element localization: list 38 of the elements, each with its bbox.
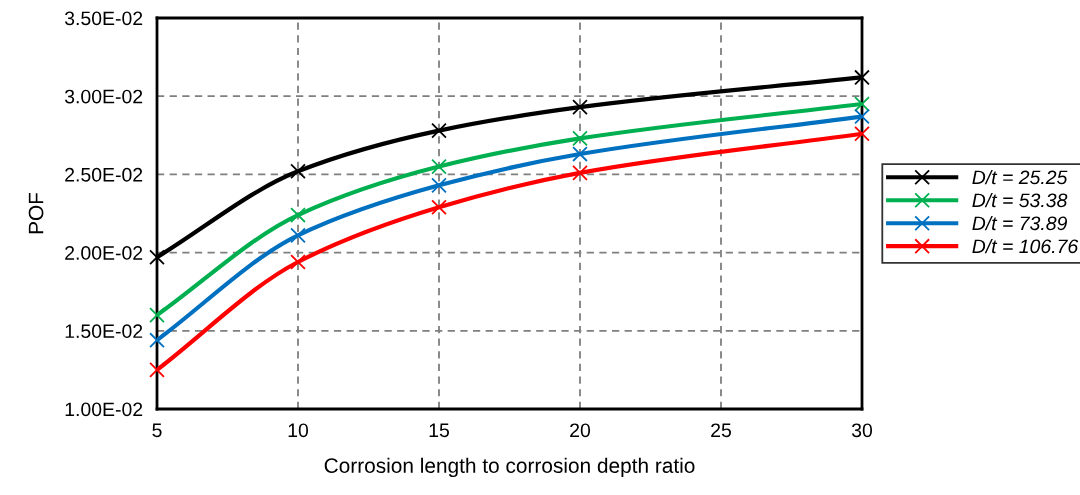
point bbox=[149, 307, 165, 324]
y-tick-label: 3.00E-02 bbox=[64, 89, 143, 104]
point bbox=[290, 207, 306, 223]
y-axis-title: POF bbox=[28, 192, 44, 234]
legend-label: D/t = 53.38 bbox=[972, 192, 1068, 208]
point bbox=[572, 164, 588, 181]
point bbox=[290, 227, 306, 244]
point bbox=[854, 108, 870, 125]
point bbox=[854, 125, 870, 142]
legend-label: D/t = 73.89 bbox=[972, 215, 1068, 231]
point bbox=[854, 69, 870, 86]
point bbox=[149, 249, 165, 266]
y-tick-label: 2.50E-02 bbox=[65, 167, 143, 182]
x-tick-label: 30 bbox=[851, 423, 873, 438]
point bbox=[431, 177, 447, 194]
x-axis-title: Corrosion length to corrosion depth ratio bbox=[324, 457, 695, 478]
y-tick-label: 3.50E-02 bbox=[64, 11, 143, 26]
x-tick-label: 10 bbox=[288, 423, 309, 438]
x-tick-label: 20 bbox=[570, 423, 591, 438]
point bbox=[572, 99, 588, 115]
y-tick-label: 2.00E-02 bbox=[65, 246, 143, 260]
point bbox=[431, 199, 447, 216]
point bbox=[149, 332, 165, 349]
point bbox=[854, 96, 870, 112]
x-tick-label: 15 bbox=[429, 423, 449, 438]
point bbox=[290, 254, 306, 270]
point bbox=[431, 122, 447, 139]
y-tick-label: 1.50E-02 bbox=[65, 324, 143, 339]
legend-label: D/t = 106.76 bbox=[972, 238, 1079, 254]
y-tick-label: 1.00E-02 bbox=[65, 402, 143, 417]
point bbox=[431, 158, 447, 175]
point bbox=[572, 146, 588, 162]
point bbox=[290, 163, 306, 180]
x-tick-label: 5 bbox=[152, 423, 162, 438]
point bbox=[149, 362, 165, 378]
legend-label: D/t = 25.25 bbox=[972, 169, 1068, 185]
point bbox=[572, 130, 588, 147]
x-tick-label: 25 bbox=[711, 423, 731, 438]
